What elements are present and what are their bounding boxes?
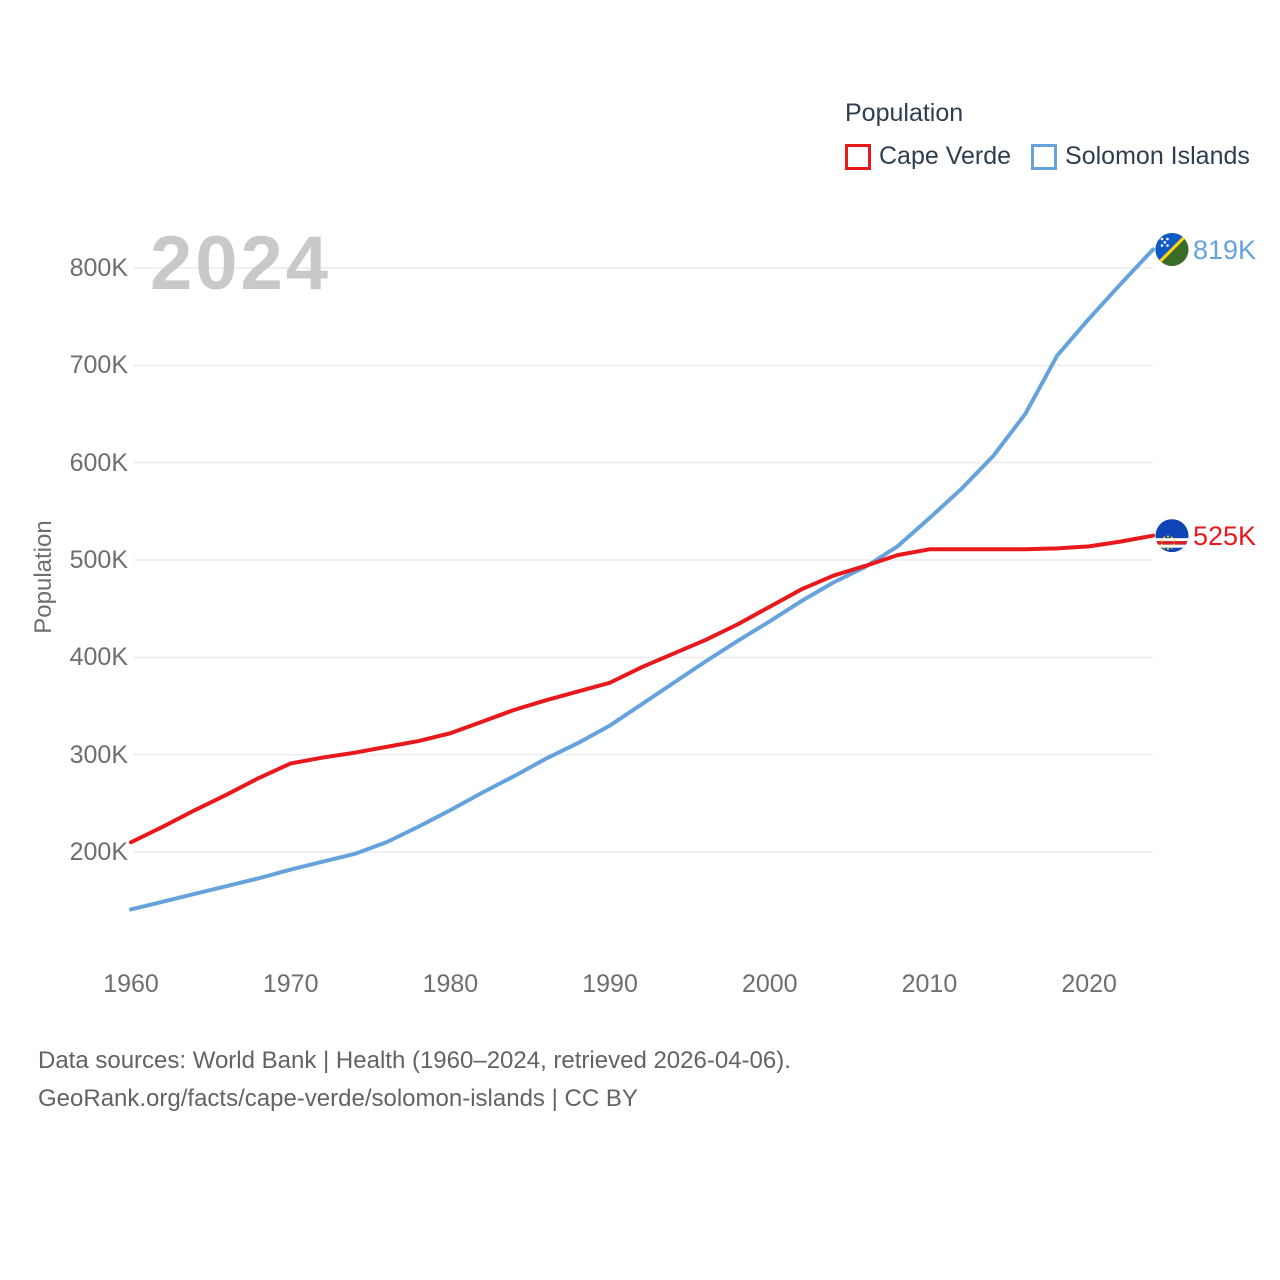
x-tick-label: 1980 bbox=[422, 970, 479, 998]
footer-attribution-link[interactable]: GeoRank.org/facts/cape-verde/solomon-isl… bbox=[38, 1085, 638, 1112]
x-tick-label: 2020 bbox=[1061, 970, 1117, 998]
x-tick-label: 1990 bbox=[582, 970, 638, 998]
legend-item-cape-verde[interactable]: Cape Verde bbox=[845, 142, 1011, 171]
y-tick-label: 200K bbox=[69, 837, 128, 866]
cape-verde-swatch-icon bbox=[845, 143, 871, 170]
legend: Population Cape Verde Solomon Islands bbox=[845, 99, 1250, 171]
solomon-islands-swatch-icon bbox=[1031, 143, 1058, 170]
y-tick-label: 500K bbox=[69, 545, 128, 574]
x-tick-label: 2010 bbox=[901, 970, 958, 998]
footer: Data sources: World Bank | Health (1960–… bbox=[38, 1042, 791, 1118]
cape-verde-flag-icon bbox=[1155, 519, 1189, 553]
legend-row: Cape Verde Solomon Islands bbox=[845, 142, 1250, 171]
x-tick-label: 1960 bbox=[103, 970, 159, 998]
footer-sources-line: Data sources: World Bank | Health (1960–… bbox=[38, 1047, 791, 1074]
end-label-solomon-islands: 819K bbox=[1193, 234, 1257, 265]
y-tick-label: 300K bbox=[69, 740, 128, 769]
legend-item-label: Solomon Islands bbox=[1065, 142, 1250, 170]
y-tick-label: 400K bbox=[69, 643, 128, 672]
y-tick-label: 800K bbox=[69, 254, 128, 282]
x-tick-label: 2000 bbox=[741, 970, 798, 998]
y-tick-label: 700K bbox=[69, 351, 128, 380]
legend-item-label: Cape Verde bbox=[879, 142, 1012, 170]
y-axis-title: Population bbox=[30, 520, 57, 634]
end-label-cape-verde: 525K bbox=[1193, 520, 1257, 551]
solomon-islands-flag-icon bbox=[1155, 233, 1189, 267]
legend-item-solomon-islands[interactable]: Solomon Islands bbox=[1031, 142, 1250, 171]
x-tick-label: 1970 bbox=[262, 970, 319, 998]
legend-title: Population bbox=[845, 99, 964, 127]
y-tick-label: 600K bbox=[69, 448, 128, 477]
year-watermark: 2024 bbox=[150, 221, 332, 306]
series-line-solomon-islands bbox=[129, 247, 1155, 912]
series-line-cape-verde bbox=[129, 533, 1155, 845]
